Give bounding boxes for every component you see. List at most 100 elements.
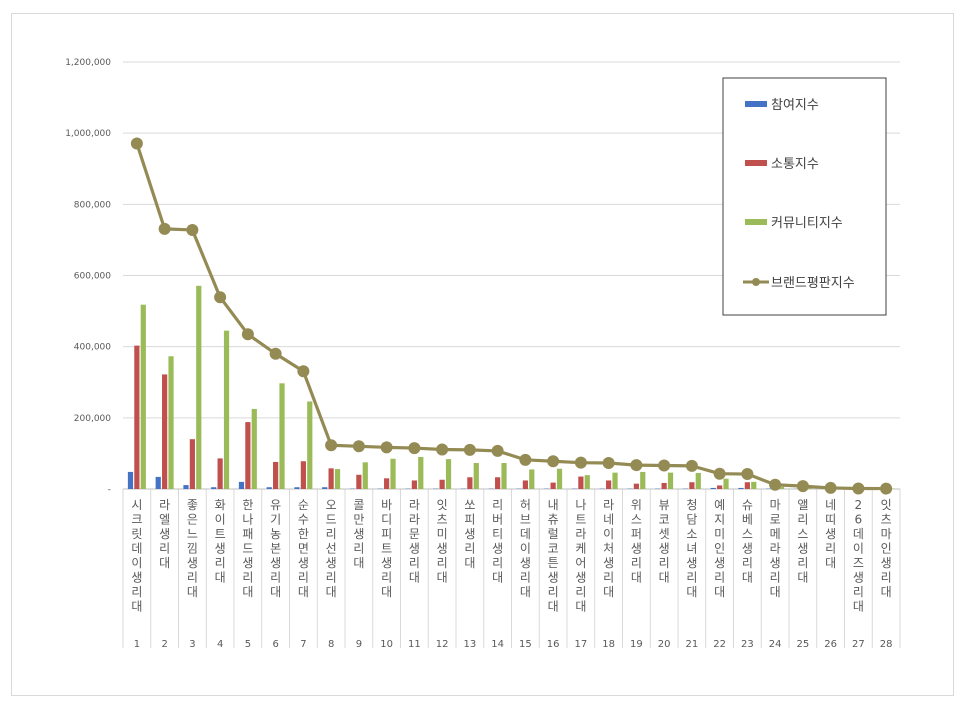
bar-communication: [328, 468, 334, 489]
legend-swatch: [745, 160, 767, 166]
bar-communication: [495, 477, 501, 489]
brand-reputation-point: [352, 440, 365, 453]
rank-label: 3: [189, 639, 195, 650]
rank-label: 24: [769, 639, 782, 650]
rank-label: 11: [408, 639, 421, 650]
bar-communication: [661, 482, 667, 489]
rank-label: 22: [713, 639, 726, 650]
legend-box: [722, 77, 887, 316]
bar-community: [584, 475, 590, 489]
rank-label: 26: [824, 639, 837, 650]
rank-label: 21: [686, 639, 699, 650]
bar-community: [723, 478, 729, 489]
brand-reputation-point: [519, 453, 532, 466]
brand-reputation-point: [325, 439, 338, 452]
bar-communication: [439, 479, 445, 489]
bar-community: [445, 459, 452, 489]
rank-label: 5: [245, 639, 251, 650]
bar-communication: [273, 461, 279, 489]
brand-reputation-point: [241, 328, 254, 341]
brand-reputation-point: [602, 457, 615, 470]
bar-community: [473, 463, 479, 489]
rank-label: 7: [300, 639, 306, 650]
bar-communication: [633, 483, 639, 489]
y-tick-label: 200,000: [74, 414, 111, 424]
bar-communication: [578, 476, 584, 489]
y-tick-label: -: [108, 485, 111, 495]
legend-label: 소통지수: [771, 157, 819, 172]
rank-label: 10: [380, 639, 393, 650]
brand-reputation-point: [741, 468, 754, 481]
rank-label: 1: [134, 639, 140, 650]
brand-reputation-point: [769, 478, 782, 491]
brand-reputation-point: [186, 223, 199, 236]
brand-reputation-point: [463, 443, 476, 456]
bar-communication: [467, 477, 473, 489]
bar-community: [334, 469, 341, 489]
bar-communication: [300, 461, 306, 489]
bar-community: [501, 463, 507, 489]
legend-label: 브랜드평판지수: [771, 276, 855, 291]
rank-label: 14: [491, 639, 504, 650]
bar-participation: [183, 485, 189, 489]
brand-reputation-point: [158, 222, 171, 235]
bar-participation: [738, 487, 744, 489]
bar-participation: [155, 476, 161, 489]
bar-communication: [522, 480, 528, 489]
bar-communication: [744, 482, 750, 489]
bar-community: [751, 481, 757, 489]
brand-reputation-point: [380, 441, 393, 454]
brand-reputation-point: [408, 442, 421, 455]
rank-label: 2: [161, 639, 167, 650]
bar-communication: [245, 422, 251, 489]
bar-community: [640, 471, 646, 489]
bar-community: [390, 458, 396, 489]
rank-label: 8: [328, 639, 334, 650]
bar-communication: [189, 439, 195, 489]
y-tick-label: 400,000: [74, 343, 111, 353]
rank-label: 12: [436, 639, 449, 650]
bar-participation: [266, 487, 272, 489]
brand-reputation-point: [491, 444, 504, 457]
brand-reputation-point: [630, 459, 643, 472]
bar-community: [307, 401, 313, 489]
rank-label: 13: [464, 639, 477, 650]
rank-label: 27: [852, 639, 865, 650]
y-tick-label: 1,000,000: [65, 129, 111, 139]
bar-communication: [217, 458, 223, 489]
bar-community: [418, 456, 424, 489]
brand-reputation-point: [436, 443, 449, 456]
bar-communication: [411, 480, 417, 489]
bar-participation: [294, 487, 300, 489]
rank-label: 17: [575, 639, 588, 650]
bar-community: [251, 408, 257, 489]
brand-reputation-point: [130, 137, 143, 150]
rank-label: 20: [658, 639, 671, 650]
brand-reputation-point: [685, 459, 698, 472]
bar-communication: [606, 480, 612, 489]
bar-community: [140, 304, 146, 489]
legend-label: 커뮤니티지수: [771, 216, 843, 231]
rank-label: 25: [797, 639, 810, 650]
brand-reputation-point: [658, 459, 671, 472]
bar-community: [778, 486, 785, 489]
rank-label: 9: [356, 639, 362, 650]
y-tick-label: 600,000: [74, 272, 111, 282]
bar-community: [279, 383, 285, 489]
